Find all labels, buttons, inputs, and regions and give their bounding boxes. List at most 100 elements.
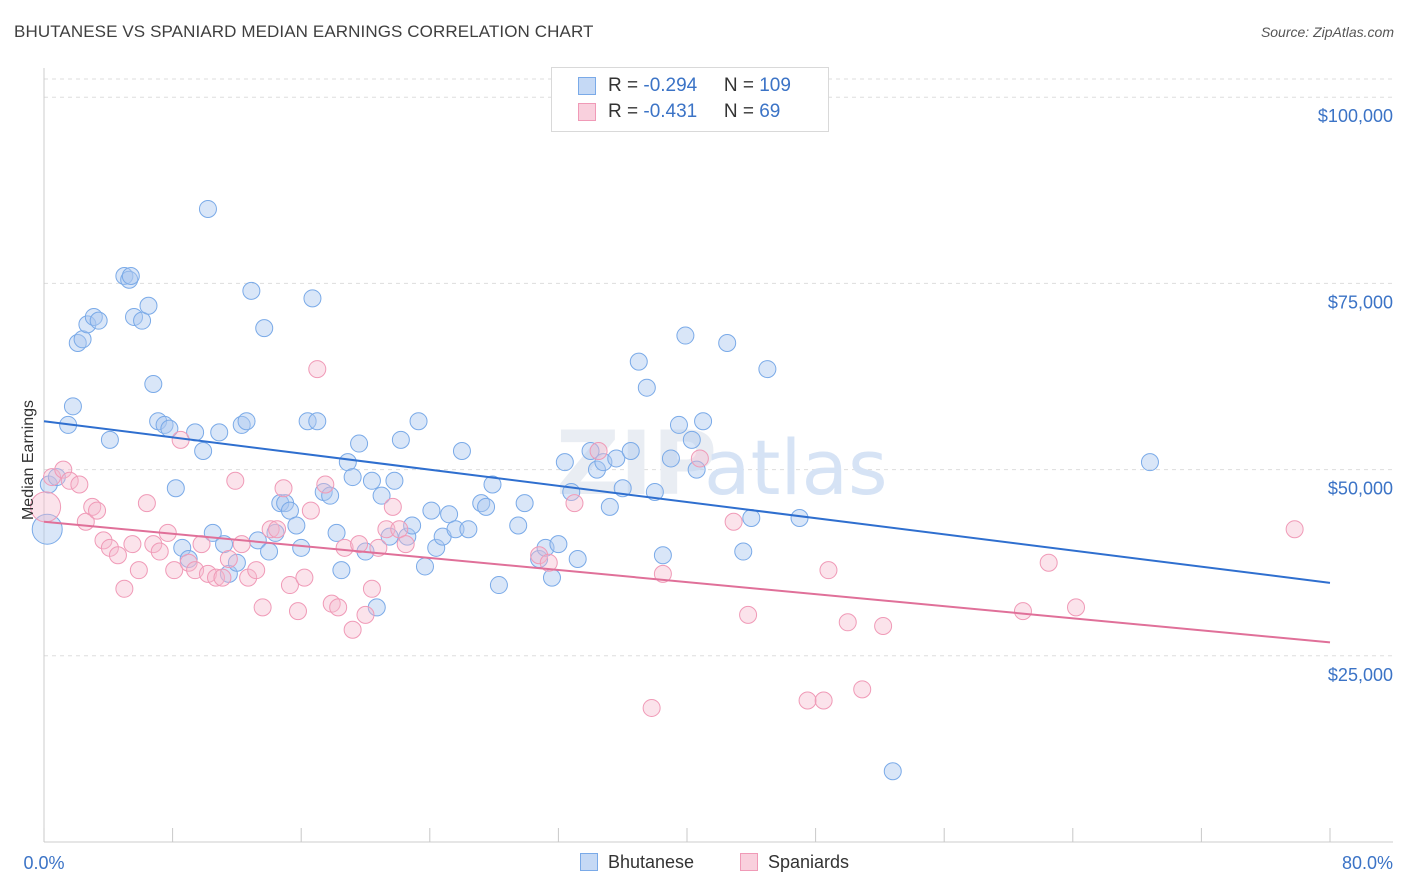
bhutanese-point-80	[542, 568, 561, 587]
bhutanese-point-43	[292, 538, 311, 557]
spaniards-point-68	[1013, 602, 1032, 621]
legend-label-spaniards: Spaniards	[768, 852, 850, 872]
bhutanese-point-46	[308, 412, 327, 431]
legend-item-spaniards[interactable]: Spaniards	[740, 852, 849, 876]
bhutanese-point-34	[242, 281, 261, 300]
spaniards-point-7	[88, 501, 107, 520]
bhutanese-trend-line	[43, 420, 1331, 584]
spaniards-point-11	[115, 579, 134, 598]
bhutanese-point-48	[321, 486, 340, 505]
spaniards-points	[30, 360, 1304, 717]
bhutanese-point-53	[350, 434, 369, 453]
spaniards-point-32	[261, 520, 280, 539]
source-label: Source: ZipAtlas.com	[1260, 24, 1394, 40]
bhutanese-point-77	[515, 494, 534, 513]
spaniards-point-45	[350, 535, 369, 554]
bhutanese-point-100	[687, 460, 706, 479]
spaniards-point-36	[288, 602, 307, 621]
spaniards-point-67	[874, 617, 893, 636]
bhutanese-point-107	[883, 762, 902, 781]
spaniards-point-46	[356, 605, 375, 624]
bhutanese-point-6	[73, 330, 92, 349]
spaniards-point-6	[83, 497, 102, 516]
bhutanese-point-45	[303, 289, 322, 308]
bhutanese-point-50	[332, 561, 351, 580]
x-tick-labels: 0.0% 80.0%	[23, 853, 1393, 873]
spaniards-trend-line	[43, 520, 1331, 644]
spaniards-point-62	[798, 691, 817, 710]
spaniards-point-57	[642, 698, 661, 717]
bhutanese-point-4	[63, 397, 82, 416]
spaniards-point-60	[724, 512, 743, 531]
bhutanese-point-93	[637, 378, 656, 397]
bhutanese-point-91	[621, 442, 640, 460]
bhutanese-point-103	[734, 542, 753, 561]
y-tick-labels: $25,000 $50,000 $75,000 $100,000	[1318, 106, 1393, 685]
bhutanese-point-74	[483, 475, 502, 494]
bhutanese-point-82	[555, 453, 574, 472]
bhutanese-point-94	[645, 482, 664, 501]
bhutanese-point-25	[194, 442, 213, 460]
bhutanese-point-9	[89, 311, 108, 330]
spaniards-point-52	[396, 535, 415, 554]
spaniards-swatch	[578, 103, 596, 121]
spaniards-point-15	[144, 535, 163, 554]
watermark-atlas: atlas	[704, 423, 888, 512]
n-label: N =	[723, 101, 760, 122]
n-value: 109	[759, 75, 791, 96]
bhutanese-point-21	[166, 479, 185, 498]
spaniards-point-66	[853, 680, 872, 699]
spaniards-point-12	[123, 535, 142, 554]
bhutanese-point-95	[653, 546, 672, 565]
spaniards-point-71	[1285, 520, 1304, 539]
n-label: N =	[723, 75, 760, 96]
spaniards-point-4	[70, 475, 89, 494]
r-value: -0.431	[643, 101, 698, 122]
bhutanese-point-0	[31, 513, 63, 545]
legend-item-bhutanese[interactable]: Bhutanese	[580, 852, 694, 876]
bhutanese-point-60	[391, 430, 410, 449]
spaniards-point-37	[295, 568, 314, 587]
y-tick-label-3: $100,000	[1318, 106, 1393, 126]
bhutanese-point-41	[280, 501, 299, 520]
bhutanese-point-55	[362, 471, 381, 490]
r-label: R =	[608, 75, 644, 96]
bhutanese-point-72	[472, 494, 491, 513]
bhutanese-swatch	[578, 77, 596, 95]
spaniards-point-34	[274, 479, 293, 498]
bhutanese-point-26	[198, 199, 217, 218]
spaniards-point-69	[1039, 553, 1058, 572]
spaniards-point-39	[308, 360, 327, 379]
bhutanese-point-59	[385, 471, 404, 490]
spaniards-point-24	[207, 568, 226, 587]
spaniards-point-65	[838, 613, 857, 632]
spaniards-point-33	[268, 520, 287, 539]
spaniards-point-56	[589, 442, 608, 460]
bhutanese-point-76	[509, 516, 528, 535]
spaniards-legend-swatch	[740, 853, 758, 871]
bhutanese-legend-swatch	[580, 853, 598, 871]
y-tick-label-1: $50,000	[1328, 479, 1393, 499]
bhutanese-point-5	[68, 334, 87, 353]
spaniards-point-59	[690, 449, 709, 468]
n-value: 69	[759, 101, 781, 122]
bhutanese-point-63	[409, 412, 428, 431]
spaniards-point-61	[739, 605, 758, 624]
spaniards-point-70	[1067, 598, 1086, 617]
bhutanese-point-70	[452, 442, 471, 460]
spaniards-point-63	[814, 691, 833, 710]
spaniards-point-2	[54, 460, 73, 479]
bhutanese-point-28	[210, 423, 229, 442]
bhutanese-point-13	[121, 266, 140, 285]
bhutanese-point-84	[568, 549, 587, 568]
spaniards-point-22	[192, 535, 211, 554]
chart-title: BHUTANESE VS SPANIARD MEDIAN EARNINGS CO…	[14, 22, 594, 41]
bhutanese-point-97	[669, 415, 688, 434]
bhutanese-point-32	[232, 415, 251, 434]
bhutanese-point-64	[415, 557, 434, 576]
spaniards-point-55	[565, 494, 584, 513]
spaniards-point-20	[179, 553, 198, 572]
bhutanese-point-8	[84, 307, 103, 326]
bhutanese-point-89	[607, 449, 626, 468]
